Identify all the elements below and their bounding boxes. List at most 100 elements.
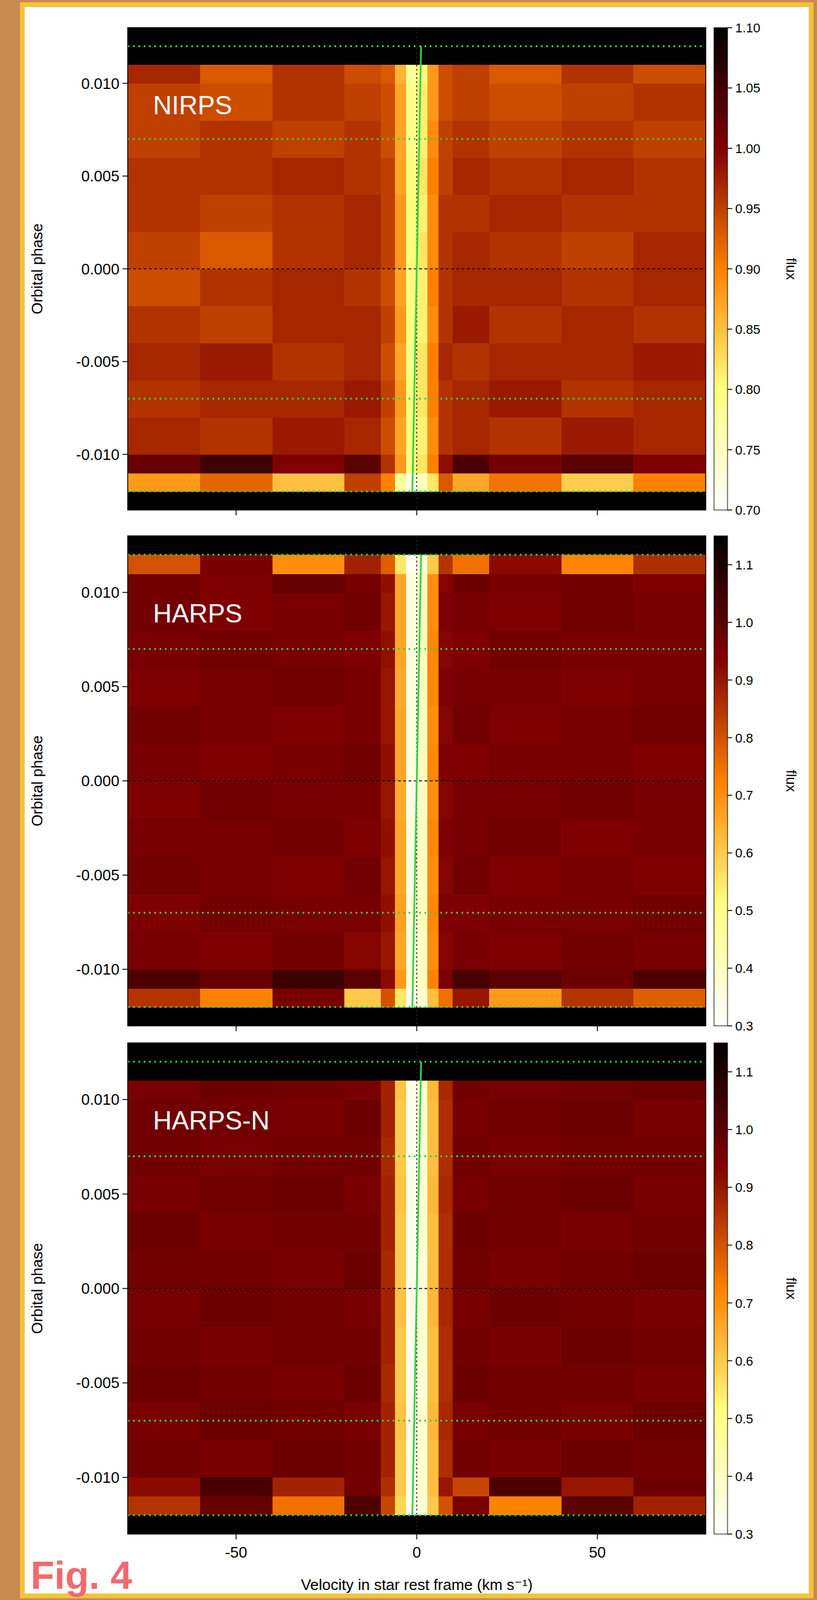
heatmap-cell [272, 231, 345, 270]
heatmap-cell [344, 343, 381, 381]
heatmap-cell [633, 1325, 706, 1364]
heatmap-cell [633, 268, 706, 307]
heatmap-cell [272, 1363, 345, 1402]
colorbar-range [711, 1042, 713, 1534]
heatmap-cell [344, 1476, 381, 1497]
heatmap-cell [380, 968, 396, 989]
heatmap-cell [452, 157, 490, 196]
heatmap-cell [394, 1476, 407, 1497]
heatmap-cell [427, 968, 439, 989]
heatmap-cell [272, 987, 345, 1008]
heatmap-cell [127, 705, 201, 744]
x-tick [416, 1533, 418, 1539]
heatmap-cell [272, 64, 345, 84]
heatmap-cell [272, 343, 345, 381]
heatmap-cell [633, 1495, 706, 1516]
y-tick-label: 0.000 [81, 260, 120, 278]
heatmap-cell [272, 1439, 345, 1478]
heatmap-cell [380, 83, 396, 122]
colorbar-tick [727, 1475, 733, 1477]
colorbar-title: flux [783, 1276, 800, 1299]
heatmap-cell [394, 592, 407, 631]
heatmap-cell [272, 1287, 345, 1327]
heatmap-cell [344, 705, 381, 744]
colorbar-tick [727, 449, 733, 451]
heatmap-cell [438, 573, 454, 593]
heatmap-cell [200, 1287, 273, 1327]
heatmap-cell [452, 454, 490, 474]
panel-title: HARPS-N [153, 1105, 270, 1135]
heatmap-cell [200, 472, 273, 492]
heatmap-cell [633, 968, 706, 989]
heatmap-cell [452, 1080, 490, 1100]
figure-label: Fig. 4 [30, 1552, 133, 1597]
heatmap-cell [127, 1174, 201, 1214]
heatmap-cell [561, 343, 634, 381]
heatmap-cell [272, 1080, 345, 1100]
heatmap-cell [380, 1325, 396, 1364]
y-tick [122, 1287, 128, 1289]
heatmap-cell [394, 818, 407, 857]
heatmap-cell [427, 554, 439, 574]
heatmap-cell [200, 1250, 273, 1289]
heatmap-cell [438, 855, 454, 895]
heatmap-cell [127, 306, 201, 344]
heatmap-cell [200, 231, 273, 270]
heatmap-cell [416, 472, 428, 492]
heatmap-cell [427, 454, 439, 474]
x-tick-label: 50 [588, 1542, 606, 1561]
heatmap-cell [380, 1363, 396, 1402]
heatmap-cell [633, 1174, 706, 1214]
heatmap-cell [344, 931, 381, 970]
heatmap-cell [438, 1287, 454, 1327]
heatmap-cell [406, 64, 418, 84]
y-tick [122, 268, 128, 270]
y-tick [122, 175, 128, 177]
colorbar-tick [727, 1532, 733, 1534]
heatmap-cell [380, 573, 396, 593]
heatmap-cell [561, 1439, 634, 1478]
heatmap-cell [438, 592, 454, 631]
colorbar-tick-label: 0.9 [735, 1179, 754, 1195]
heatmap-cell [344, 554, 381, 574]
heatmap-cell [127, 417, 201, 456]
heatmap-cell [561, 1287, 634, 1327]
heatmap-cell [438, 1495, 454, 1516]
heatmap-cell [489, 1212, 562, 1251]
heatmap-cell [394, 157, 407, 196]
frame [22, 4, 812, 1596]
heatmap-cell [416, 573, 428, 593]
heatmap-cell [633, 83, 706, 122]
heatmap-cell [200, 454, 273, 474]
heatmap-cell [561, 1495, 634, 1516]
colorbar-tick-label: 1.00 [735, 141, 761, 156]
y-tick-label: -0.005 [75, 1373, 120, 1391]
plot-area [127, 27, 706, 510]
heatmap-cell [427, 893, 439, 932]
colorbar-tick-label: 0.8 [735, 730, 754, 746]
y-axis-title: Orbital phase [28, 223, 46, 315]
heatmap-cell [633, 454, 706, 474]
heatmap-cell [344, 780, 381, 819]
heatmap-cell [452, 64, 490, 84]
y-tick-label: 0.010 [81, 1090, 120, 1108]
heatmap-cell [452, 855, 490, 895]
heatmap-cell [344, 83, 381, 122]
heatmap-cell [427, 306, 439, 344]
heatmap-cell [633, 1250, 706, 1289]
heatmap-cell [438, 472, 454, 492]
heatmap-cell [394, 931, 407, 970]
colorbar-tick-label: 0.7 [735, 787, 754, 803]
heatmap-cell [489, 1495, 562, 1516]
heatmap-cell [127, 818, 201, 857]
heatmap-cell [272, 1212, 345, 1251]
heatmap-cell [452, 1476, 490, 1497]
heatmap-cell [344, 1325, 381, 1364]
colorbar-tick [727, 852, 733, 854]
heatmap-cell [427, 231, 439, 270]
heatmap-cell [561, 268, 634, 307]
heatmap-cell [394, 1363, 407, 1402]
heatmap-cell [452, 554, 490, 574]
heatmap-cell [561, 573, 634, 593]
heatmap-cell [380, 1098, 396, 1138]
